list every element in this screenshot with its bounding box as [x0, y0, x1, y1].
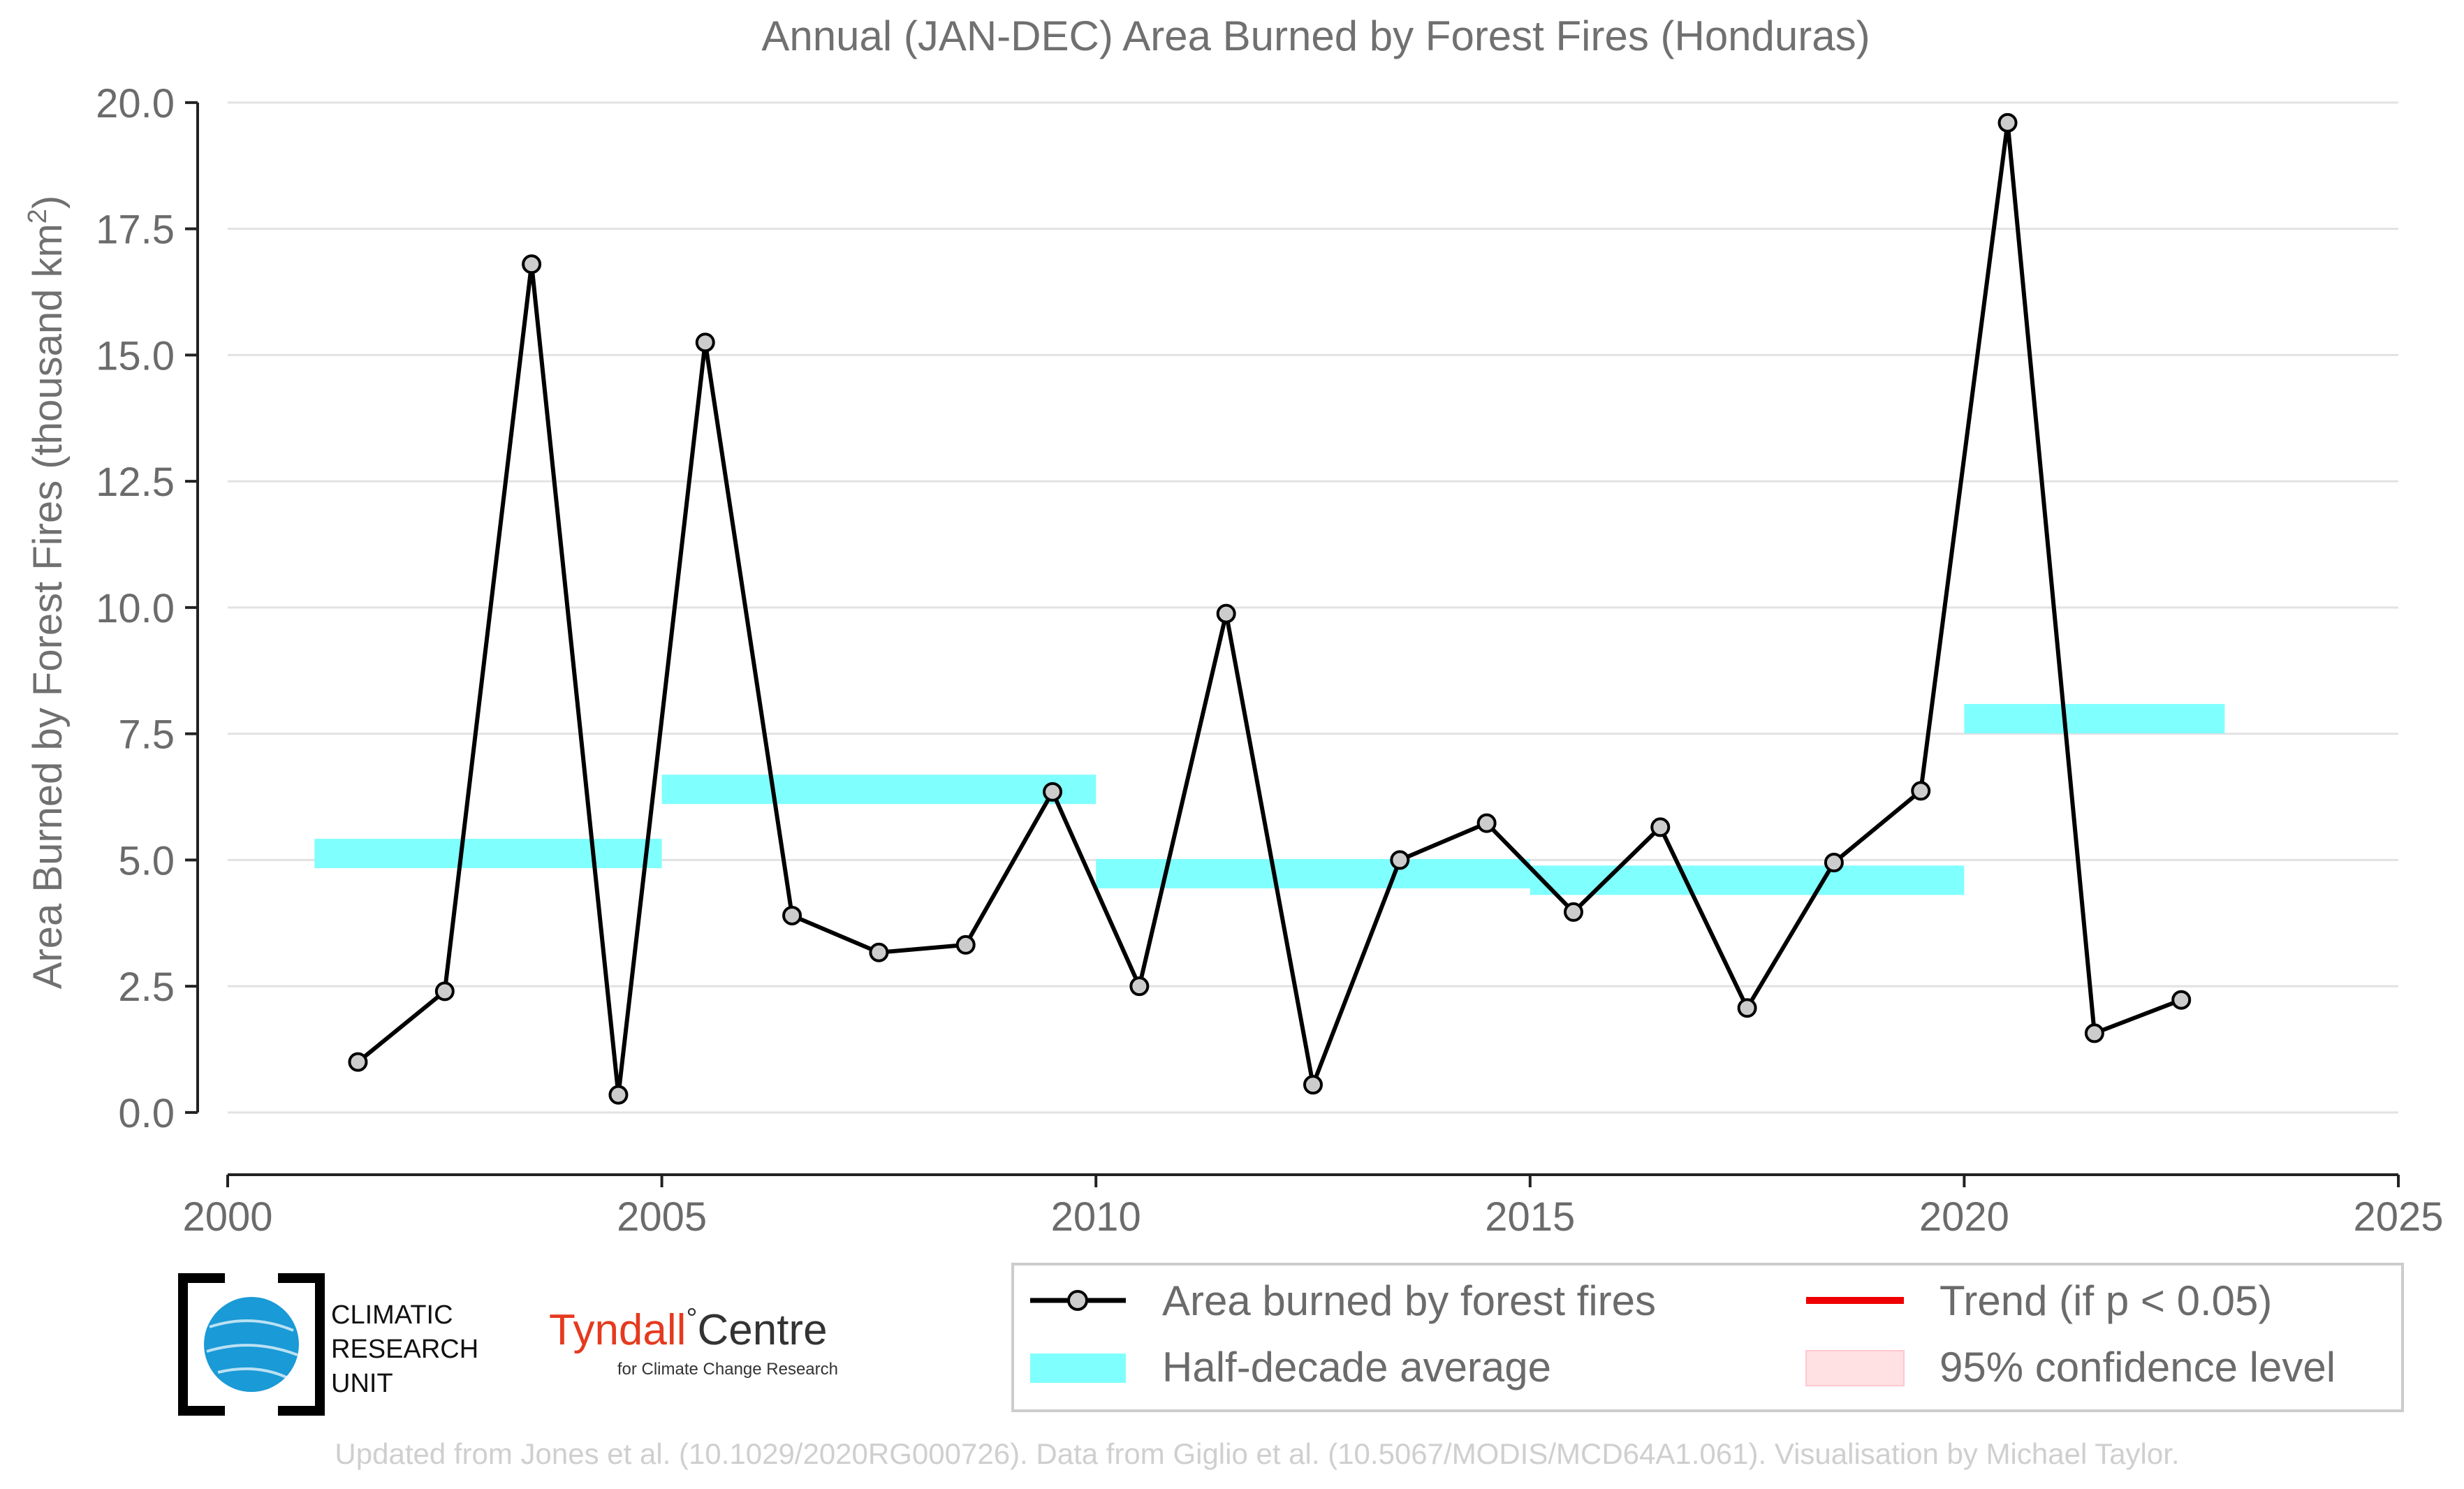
half-decade-average-bar: [314, 839, 662, 869]
x-axis: 2000 2005 2010 2015 2020 2025: [182, 1173, 2444, 1240]
legend-box: [1011, 1263, 2404, 1412]
half-decade-average-bar: [1964, 703, 2225, 733]
tyndall-wordmark: Tyndall°Centre: [549, 1303, 828, 1354]
data-point: [1390, 850, 1410, 870]
legend-item-half-decade: Half-decade average: [1030, 1344, 1551, 1391]
tyndall-logo: Tyndall°Centre for Climate Change Resear…: [549, 1303, 838, 1379]
x-tick-label: 2000: [182, 1194, 272, 1240]
y-tick-label: 12.5: [96, 460, 175, 505]
data-point: [1129, 976, 1150, 997]
y-tick-label: 7.5: [118, 712, 175, 758]
data-point: [608, 1085, 629, 1105]
series-line: [356, 120, 2183, 1097]
data-point: [695, 332, 715, 353]
y-axis-label-close: ): [25, 196, 71, 209]
x-tick-label: 2025: [2353, 1194, 2443, 1240]
y-tick-label: 17.5: [96, 207, 175, 253]
half-decade-average-bar: [1530, 865, 1965, 895]
cru-logo-bracket-right: [278, 1273, 325, 1416]
x-tick-label: 2020: [1919, 1194, 2009, 1240]
cru-globe-swirl-icon: [206, 1319, 298, 1379]
cru-text-line1: CLIMATIC: [331, 1300, 453, 1330]
legend-label-area-burned: Area burned by forest fires: [1162, 1277, 1656, 1324]
grid-lines: [228, 101, 2398, 1114]
cru-text-line3: UNIT: [331, 1369, 393, 1398]
x-tick-label: 2010: [1051, 1194, 1141, 1240]
legend-label-confidence: 95% confidence level: [1939, 1344, 2335, 1391]
half-decade-average-bar: [661, 775, 1097, 805]
legend-label-trend: Trend (if p < 0.05): [1939, 1277, 2272, 1324]
data-point: [2171, 990, 2192, 1010]
data-point: [1216, 603, 1236, 624]
y-axis-label-main: Area Burned by Forest Fires (thousand km: [25, 223, 71, 989]
x-tick-label: 2005: [617, 1194, 707, 1240]
tyndall-centre: Centre: [697, 1306, 827, 1354]
tyndall-subtitle: for Climate Change Research: [617, 1360, 838, 1379]
tyndall-name: Tyndall: [549, 1306, 686, 1354]
data-point: [1303, 1075, 1323, 1095]
data-point: [1563, 902, 1583, 922]
y-tick-label: 10.0: [96, 586, 175, 631]
data-point: [2084, 1023, 2104, 1043]
cru-logo-bracket-left: [178, 1273, 225, 1416]
data-point: [1911, 781, 1931, 801]
footer-credits: Updated from Jones et al. (10.1029/2020R…: [335, 1437, 2179, 1470]
y-axis: 0.0 2.5 5.0 7.5 10.0 12.5 15.0 17.5 20.0: [96, 81, 199, 1136]
cru-logo: CLIMATIC RESEARCH UNIT: [178, 1273, 478, 1416]
data-point: [522, 254, 542, 274]
data-point: [869, 942, 889, 962]
data-point: [1476, 813, 1497, 833]
legend: Area burned by forest fires Trend (if p …: [1011, 1263, 2404, 1412]
half-decade-average-bars: [314, 703, 2225, 895]
data-point: [1737, 998, 1757, 1018]
data-point: [1650, 817, 1671, 837]
area-burned-series: [348, 112, 2192, 1105]
x-tick-label: 2015: [1485, 1194, 1575, 1240]
data-point: [348, 1052, 368, 1072]
data-point: [955, 934, 976, 955]
tyndall-degree: °: [686, 1303, 697, 1334]
y-axis-label-superscript: 2: [23, 209, 52, 223]
legend-item-trend: Trend (if p < 0.05): [1806, 1277, 2272, 1324]
legend-confidence-swatch: [1805, 1350, 1905, 1386]
y-tick-label: 2.5: [118, 964, 175, 1010]
chart-title: Annual (JAN-DEC) Area Burned by Forest F…: [761, 13, 1870, 59]
data-point: [434, 981, 455, 1002]
y-tick-label: 5.0: [118, 838, 175, 883]
data-point: [1997, 112, 2018, 133]
legend-label-half-decade: Half-decade average: [1162, 1344, 1551, 1391]
data-point: [782, 905, 802, 925]
legend-item-area-burned: Area burned by forest fires: [1030, 1277, 1656, 1324]
legend-marker-swatch: [1067, 1290, 1088, 1311]
legend-item-confidence: 95% confidence level: [1805, 1344, 2335, 1391]
data-point: [1824, 853, 1844, 873]
y-axis-label: Area Burned by Forest Fires (thousand km…: [23, 196, 71, 990]
legend-half-decade-swatch: [1030, 1354, 1126, 1383]
cru-text-line2: RESEARCH: [331, 1335, 478, 1364]
y-tick-label: 0.0: [118, 1091, 175, 1136]
data-point: [1043, 782, 1063, 802]
y-tick-label: 20.0: [96, 81, 175, 126]
y-tick-label: 15.0: [96, 333, 175, 379]
